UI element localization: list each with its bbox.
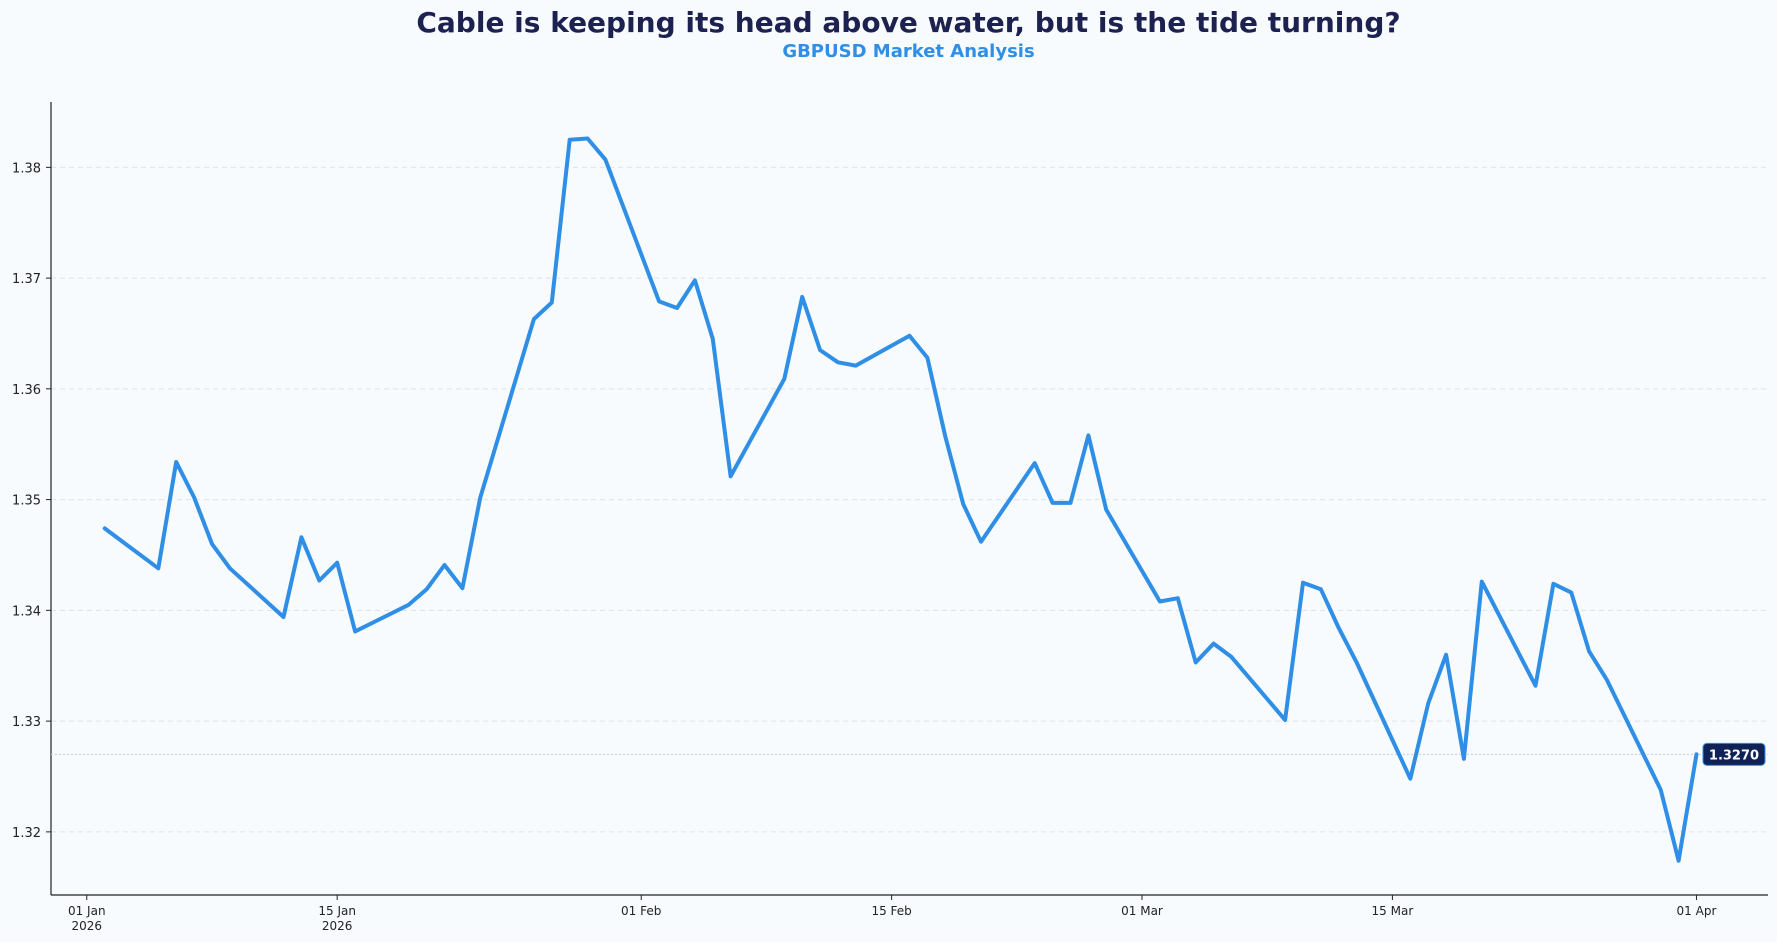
x-tick-label-year: 2026 <box>71 919 102 933</box>
x-tick-label-year: 2026 <box>322 919 353 933</box>
x-tick-label: 01 Jan <box>68 904 106 918</box>
y-tick-label: 1.37 <box>12 272 41 287</box>
chart-subtitle: GBPUSD Market Analysis <box>782 41 1035 62</box>
y-tick-label: 1.32 <box>12 826 41 841</box>
y-tick-label: 1.33 <box>12 715 41 730</box>
x-tick-label: 01 Mar <box>1121 904 1163 918</box>
x-tick-label: 15 Mar <box>1372 904 1414 918</box>
last-value-badge <box>1702 742 1766 766</box>
y-tick-label: 1.35 <box>12 494 41 509</box>
last-value-label: 1.3270 <box>1709 748 1759 763</box>
y-tick-label: 1.38 <box>12 161 41 176</box>
x-tick-label: 01 Feb <box>621 904 661 918</box>
x-tick-label: 15 Jan <box>318 904 356 918</box>
series-line-gbpusd <box>102 136 1699 863</box>
chart-title: Cable is keeping its head above water, b… <box>416 6 1401 39</box>
y-tick-label: 1.34 <box>12 604 41 619</box>
x-tick-label: 01 Apr <box>1677 904 1717 918</box>
x-tick-label: 15 Feb <box>871 904 911 918</box>
y-tick-label: 1.36 <box>12 383 41 398</box>
